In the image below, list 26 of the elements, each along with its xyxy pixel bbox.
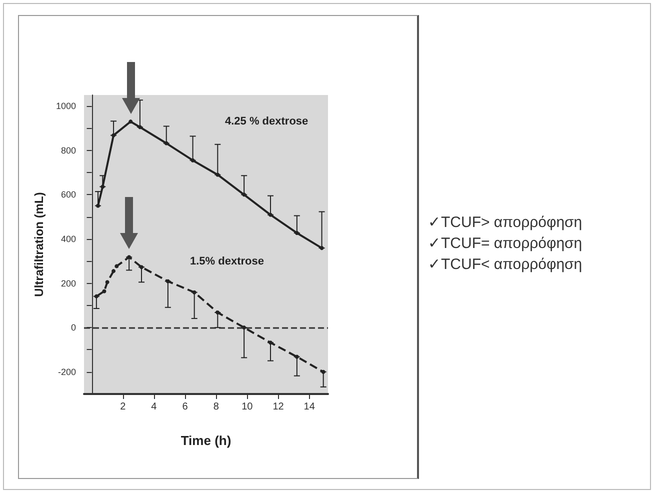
- annotation: 1.5% dextrose: [190, 256, 264, 268]
- x-tick-label: 12: [272, 402, 284, 412]
- x-tick-label: 14: [304, 402, 316, 412]
- text: ✓TCUF> απορρόφηση: [428, 213, 582, 233]
- x-tick-label: 8: [213, 402, 220, 412]
- y-tick-label: 1000: [56, 101, 76, 112]
- y-tick-label: 200: [60, 278, 76, 288]
- x-tick-label: 6: [182, 402, 188, 412]
- y-tick-label: 600: [60, 190, 76, 200]
- annotation: 4.25 % dextrose: [225, 116, 308, 128]
- y-axis-title: Ultrafiltration (mL): [32, 192, 46, 297]
- point: [114, 264, 119, 268]
- x-tick-label: 4: [151, 402, 158, 412]
- x-axis-title: Time (h): [180, 433, 232, 448]
- y-tick-label: 400: [60, 234, 76, 244]
- point: [102, 289, 106, 294]
- text: ✓TCUF= απορρόφηση: [428, 234, 582, 254]
- x-tick-label: 10: [242, 402, 254, 412]
- y-tick-label: 0: [70, 322, 76, 333]
- point: [105, 280, 110, 284]
- point: [112, 269, 116, 274]
- text: ✓TCUF< απορρόφηση: [428, 255, 582, 275]
- y-tick-label: -200: [58, 366, 76, 377]
- x-tick-label: 2: [120, 402, 126, 412]
- y-tick-label: 800: [60, 145, 76, 156]
- point: [128, 120, 133, 124]
